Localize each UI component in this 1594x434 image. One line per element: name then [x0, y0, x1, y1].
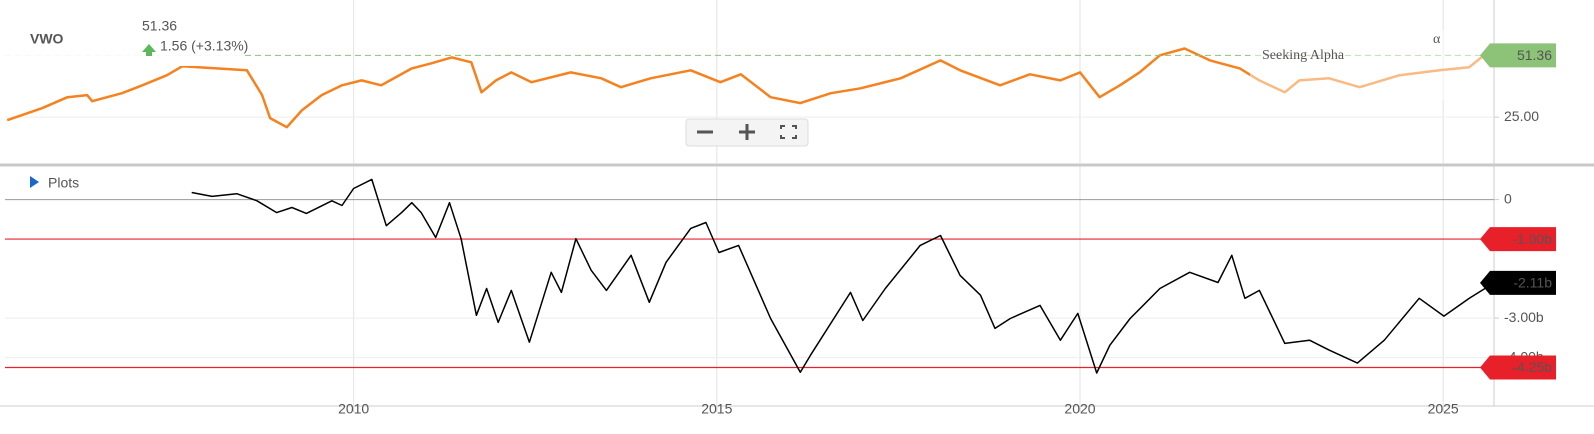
zoom-controls	[685, 118, 809, 147]
data-line	[6, 47, 1485, 129]
ticker: VWO	[30, 31, 64, 47]
plots-box	[0, 168, 190, 198]
x-tick-label: 2025	[1428, 401, 1459, 417]
value-badge-label: -4.25b	[1512, 359, 1552, 375]
value-badge	[1480, 270, 1556, 295]
x-tick-label: 2015	[701, 401, 732, 417]
plots-label[interactable]: Plots	[48, 175, 79, 191]
header-box	[0, 0, 244, 66]
value-badge	[1480, 43, 1556, 68]
value-badge	[1480, 355, 1556, 380]
watermark-mark: α	[1433, 32, 1441, 47]
up-arrow	[142, 44, 156, 56]
value-badge-label: 51.36	[1517, 47, 1552, 63]
change: 1.56 (+3.13%)	[160, 38, 248, 54]
y-tick-label: 25.00	[1504, 108, 1539, 124]
fullscreen[interactable]	[780, 125, 797, 139]
x-tick-label: 2020	[1064, 401, 1095, 417]
y-tick-label: 0	[1504, 190, 1512, 206]
zoom-in[interactable]	[739, 124, 755, 140]
price: 51.36	[142, 18, 177, 34]
data-line	[191, 178, 1495, 374]
watermark: Seeking Alpha	[1262, 48, 1345, 63]
value-badge	[1480, 227, 1556, 252]
watermark-fade	[1250, 30, 1485, 100]
y-tick-label: -3.00b	[1504, 309, 1544, 325]
value-badge-label: -2.11b	[1513, 275, 1552, 291]
plots-triangle[interactable]	[30, 176, 39, 188]
x-tick-label: 2010	[338, 401, 369, 417]
value-badge-label: -1.00b	[1512, 231, 1552, 247]
